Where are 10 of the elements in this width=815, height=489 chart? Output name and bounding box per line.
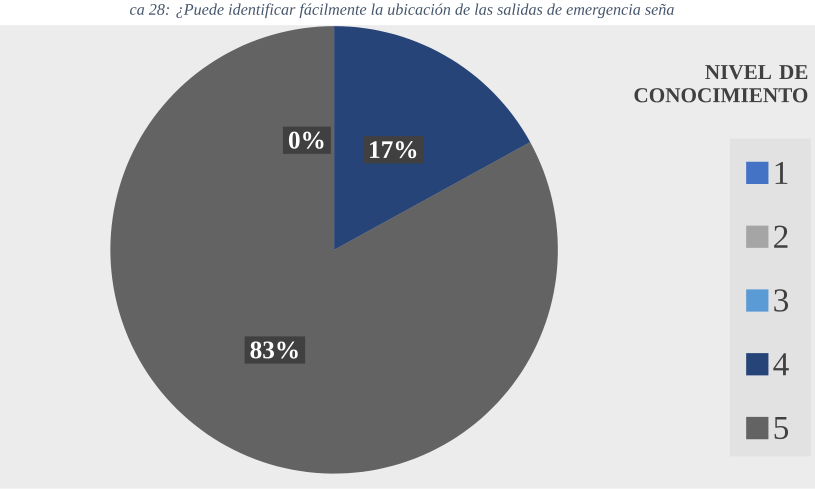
legend-label: 1 xyxy=(776,162,788,184)
data-label: 17% xyxy=(370,141,416,158)
legend-label: 2 xyxy=(774,226,788,248)
legend-label: 5 xyxy=(774,417,788,440)
chart-title: ca 28: ¿Puede identificar fácilmente la ubicación de las salidas de emergencia seña xyxy=(130,3,674,18)
legend-label: 3 xyxy=(774,289,788,312)
data-label: 83% xyxy=(250,342,298,359)
legend-label: 4 xyxy=(773,353,789,376)
text: 0% xyxy=(288,132,324,149)
legend-title: NIVEL DE CONOCIMIENTO xyxy=(634,65,808,102)
